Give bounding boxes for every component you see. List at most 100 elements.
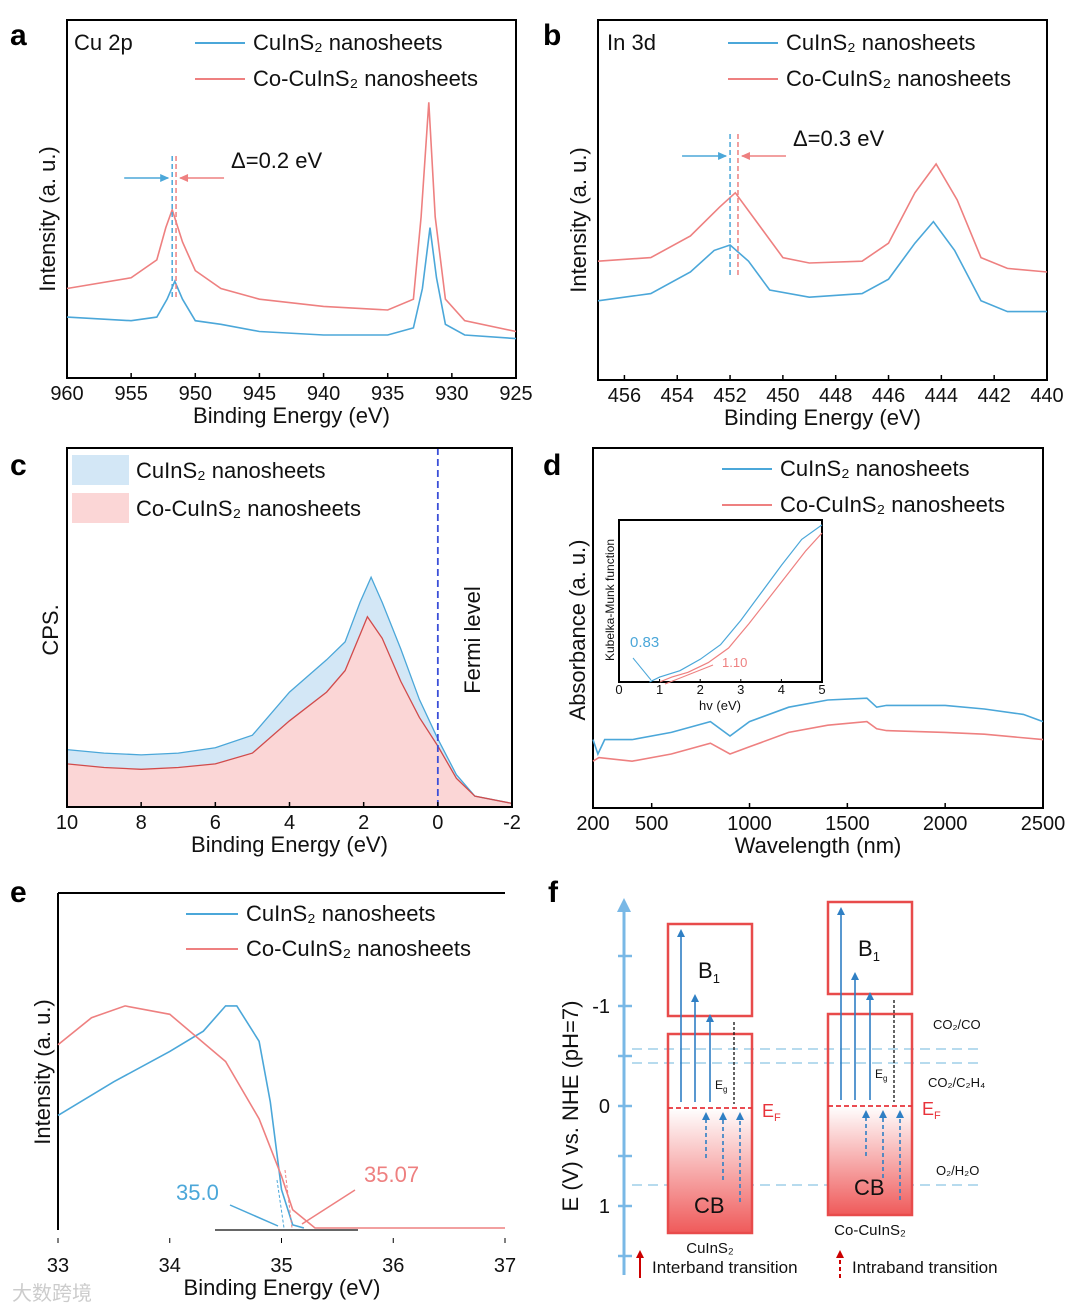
panel-label-c: c [10,449,27,482]
panel-f-material-2-arrow-head-icon [866,992,874,1000]
panel-a-arrow-head-icon [160,174,170,182]
panel-b-arrow-head-icon [740,152,750,160]
panel-d-inset-frame [618,519,823,683]
panel-c-ylabel: CPS. [38,604,63,655]
panel-c-fermi-label: Fermi level [460,586,485,694]
panel-b-ylabel: Intensity (a. u.) [566,147,591,293]
panel-c-xtick-label: 4 [284,812,295,834]
panel-e-xtick-label: 37 [494,1255,516,1277]
panel-c-legend-swatch [72,493,129,523]
panel-a-xtick-label: 930 [435,383,468,405]
panel-f-ytick-label: 1 [599,1196,610,1218]
panel-d-inset-xtick-label: 5 [818,682,825,697]
panel-a-series-line [66,102,517,333]
panel-c-xtick-label: 8 [136,812,147,834]
panel-c-series-area [67,616,512,807]
panel-b-tag: In 3d [607,30,656,55]
panel-a-xtick-label: 945 [243,383,276,405]
panel-e-legend-label: Co-CuInS₂ nanosheets [246,936,471,961]
panel-b-legend-label: Co-CuInS₂ nanosheets [786,66,1011,91]
panel-label-d: d [543,449,561,482]
panel-b-xtick-label: 456 [608,385,641,407]
panel-e-xtick-label: 33 [47,1255,69,1277]
panel-b-xtick-label: 442 [977,385,1010,407]
panel-a-delta-annotation: Δ=0.2 eV [231,148,322,173]
panel-f-material-2-b1-label: B1 [858,936,880,964]
panel-e-legend-label: CuInS₂ nanosheets [246,901,436,926]
panel-c-xtick-label: 2 [358,812,369,834]
panel-a-tag: Cu 2p [74,30,133,55]
panel-f-material-1-b1-label: B1 [698,958,720,986]
panel-c-legend-label: Co-CuInS₂ nanosheets [136,496,361,521]
panel-f-material-2-arrow-head-icon [862,1110,870,1118]
panel-e-ylabel: Intensity (a. u.) [30,999,55,1145]
panel-f-redox-label: CO₂/C₂H₄ [928,1075,985,1090]
panel-d-inset-xtick-label: 0 [615,682,622,697]
panel-f-material-2-eg-label: Eg [875,1067,887,1083]
panel-a-xtick-label: 955 [114,383,147,405]
panel-f-redox-label: CO₂/CO [933,1017,981,1032]
panel-b-xtick-label: 444 [925,385,958,407]
panel-b-series-line [597,220,1047,313]
panel-d-ylabel: Absorbance (a. u.) [565,540,590,721]
panel-e-xtick-label: 34 [159,1255,181,1277]
panel-c-series-line [66,615,513,805]
panel-c-series-line [66,575,513,805]
panel-f-material-2-ef-label: EF [922,1099,941,1122]
panel-a-legend-label: Co-CuInS₂ nanosheets [253,66,478,91]
panel-f-material-1-arrow-head-icon [677,929,685,937]
panel-d-series-line [592,697,1044,757]
panel-f-material-2-filled-states [828,1106,912,1215]
panel-e-xtick-label: 35 [270,1255,292,1277]
panel-e-series-line [57,1005,305,1229]
panel-a-xtick-label: 935 [371,383,404,405]
panel-d-inset-bandgap-red: 1.10 [722,655,747,670]
panel-a-series-line [66,227,517,340]
panel-d-inset-series-line [659,532,823,683]
panel-f-legend-interband: Interband transition [652,1258,798,1277]
panel-e-cutoff-red: 35.07 [364,1162,419,1187]
panel-f-material-1-arrow-head-icon [706,1014,714,1022]
panel-d-inset-xtick-label: 3 [737,682,744,697]
panel-d-xtick-label: 2000 [923,813,968,835]
panel-e-xtick-label: 36 [382,1255,404,1277]
panel-f-material-2-arrow-head-icon [896,1110,904,1118]
panel-f-material-1-eg-label: Eg [715,1078,727,1094]
panel-b-frame [597,19,1048,381]
panel-b-xtick-label: 454 [661,385,694,407]
panel-a-frame [66,19,517,379]
panel-b-xlabel: Binding Energy (eV) [724,405,921,430]
panel-d-xtick-label: 1500 [825,813,870,835]
panel-f-material-2-arrow-head-icon [837,907,845,915]
panel-d-xtick-label: 2500 [1021,813,1066,835]
panel-f-legend-intraband: Intraband transition [852,1258,998,1277]
panel-f-material-1-arrow-head-icon [691,994,699,1002]
panel-d-inset-xlabel: hv (eV) [699,698,741,713]
panel-d-inset-xtick-label: 1 [656,682,663,697]
panel-a-legend-label: CuInS₂ nanosheets [253,30,443,55]
panel-f-ylabel: E (V) vs. NHE (pH=7) [558,1001,583,1212]
panel-e-tangent-blue [276,1179,285,1229]
panel-a-xtick-label: 925 [499,383,532,405]
panel-f-material-1-name: CuInS₂ [686,1240,734,1257]
panel-f-material-2-arrow-head-icon [879,1110,887,1118]
panel-c-legend-label: CuInS₂ nanosheets [136,458,326,483]
panel-f-ytick-label: 0 [599,1096,610,1118]
panel-f-material-1-arrow-head-icon [736,1112,744,1120]
panel-d-inset-tangent-red [664,664,714,685]
panel-d-inset-xtick-label: 2 [697,682,704,697]
panel-label-e: e [10,876,27,909]
panel-d-inset-tangent-blue [632,657,652,681]
panel-d-legend-label: CuInS₂ nanosheets [780,456,970,481]
panel-a-xtick-label: 960 [50,383,83,405]
panel-label-b: b [543,19,561,52]
panel-f-material-1-ef-label: EF [762,1101,781,1124]
panel-b-xtick-label: 440 [1030,385,1063,407]
panel-d-inset-series-line [649,524,823,683]
panel-f-redox-label: O₂/H₂O [936,1163,979,1178]
panel-e-cutoff-arrow [301,1189,356,1225]
panel-f-axis-arrow-icon [617,898,631,912]
panel-a-xtick-label: 950 [179,383,212,405]
panel-b-xtick-label: 446 [872,385,905,407]
